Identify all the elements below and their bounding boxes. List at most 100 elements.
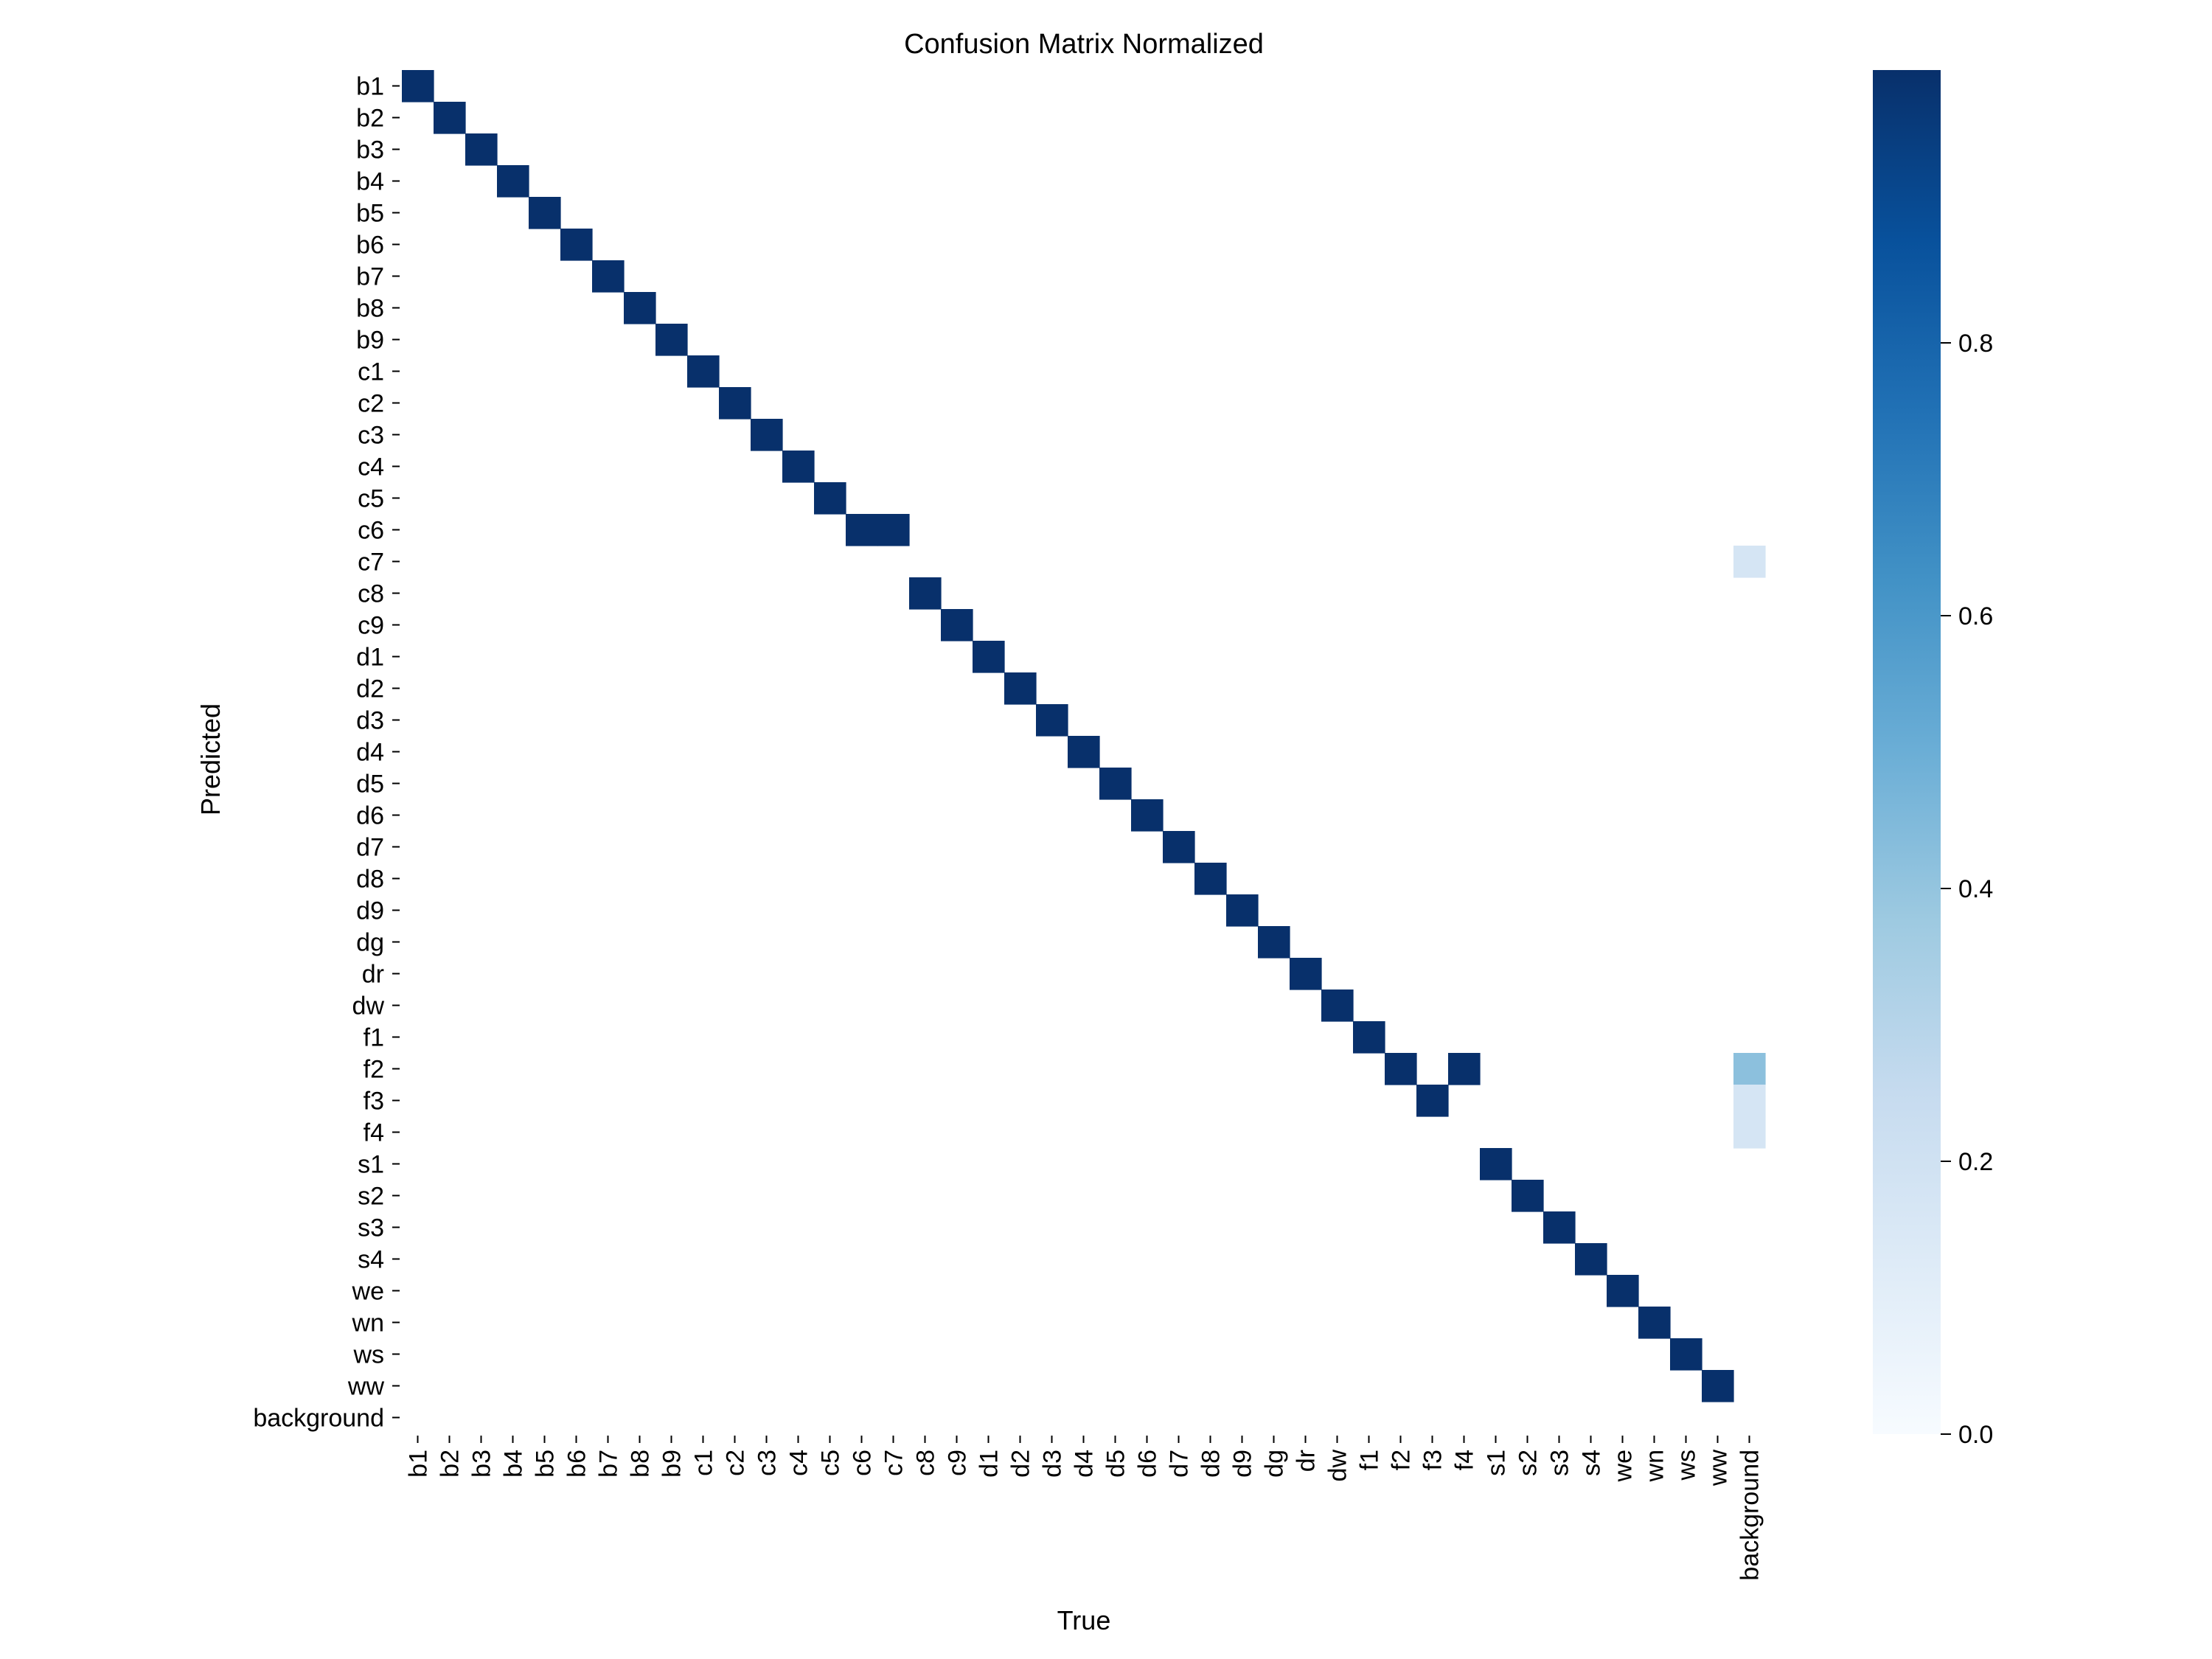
x-tick-label: b4: [500, 1450, 528, 1478]
x-tick-label: c5: [817, 1450, 845, 1476]
x-tick-label: d8: [1197, 1450, 1225, 1478]
x-tick-label: c1: [690, 1450, 718, 1476]
heatmap-cell-d1-d1: [973, 641, 1005, 673]
y-tick-label: c7: [358, 549, 384, 577]
colorbar-tick-label: 0.4: [1958, 875, 1993, 903]
heatmap-cell-d9-d9: [1226, 894, 1259, 927]
heatmap-cell-c2-c2: [719, 387, 751, 420]
y-tick-label: we: [352, 1278, 384, 1306]
heatmap-cell-d6-d6: [1131, 799, 1164, 832]
y-tick-label: dw: [352, 992, 385, 1020]
x-tick-label: b5: [532, 1450, 560, 1478]
heatmap-cell-b8-b8: [624, 292, 656, 324]
x-tick-label: d2: [1007, 1450, 1035, 1478]
y-tick-label: c2: [358, 390, 384, 418]
heatmap-cell-s3-s3: [1543, 1211, 1576, 1244]
x-tick-label: d9: [1229, 1450, 1257, 1478]
y-tick-label: d8: [356, 866, 384, 894]
x-tick-label: c4: [785, 1450, 813, 1476]
colorbar-tick-label: 0.0: [1958, 1421, 1993, 1449]
x-tick-label: c3: [754, 1450, 782, 1476]
y-tick-label: f1: [364, 1024, 384, 1052]
heatmap-cell-d8-d8: [1194, 863, 1227, 895]
y-tick-label: d5: [356, 771, 384, 799]
x-tick-label: b2: [437, 1450, 465, 1478]
x-tick-label: s4: [1578, 1450, 1606, 1476]
heatmap-cell-c8-c8: [909, 577, 942, 610]
y-tick-label: c8: [358, 580, 384, 608]
x-tick-label: ww: [1705, 1450, 1733, 1487]
heatmap-cell-c7-background: [1733, 546, 1766, 578]
colorbar-ticks: 0.0 0.2 0.4 0.6 0.8: [1941, 330, 1993, 1449]
heatmap-cell-c6-c6: [846, 514, 878, 546]
chart-title: Confusion Matrix Normalized: [904, 29, 1264, 60]
y-tick-label: b6: [356, 232, 384, 260]
y-tick-label: background: [253, 1405, 384, 1433]
x-tick-label: we: [1610, 1450, 1638, 1482]
heatmap-cell-f2-f2: [1385, 1053, 1417, 1085]
x-tick-label: dw: [1324, 1450, 1352, 1482]
x-tick-label: d1: [975, 1450, 1004, 1478]
heatmap-cell-d3-d3: [1036, 704, 1068, 737]
x-tick-label: f1: [1356, 1450, 1384, 1470]
y-tick-label: ww: [347, 1373, 385, 1401]
colorbar-tick-label: 0.2: [1958, 1148, 1993, 1176]
y-tick-label: d7: [356, 834, 384, 862]
x-tick-label: c2: [722, 1450, 750, 1476]
heatmap-cell-c5-c5: [814, 482, 846, 515]
y-tick-label: d4: [356, 739, 384, 767]
heatmap-cell-s1-s1: [1480, 1148, 1512, 1180]
heatmap-cell-dg-dg: [1258, 926, 1290, 959]
x-tick-label: dg: [1261, 1450, 1289, 1478]
y-tick-label: b5: [356, 200, 384, 228]
x-tick-label: d5: [1102, 1450, 1130, 1478]
heatmap-cell-b5-b5: [529, 197, 561, 229]
x-tick-label: c8: [912, 1450, 940, 1476]
y-tick-label: wn: [352, 1310, 384, 1338]
y-tick-label: s2: [358, 1183, 384, 1211]
y-tick-label: b3: [356, 136, 384, 164]
colorbar-gradient: [1873, 70, 1941, 1434]
x-tick-label: b6: [563, 1450, 591, 1478]
y-tick-label: s4: [358, 1246, 384, 1274]
y-tick-label: dr: [362, 961, 384, 989]
colorbar: 0.0 0.2 0.4 0.6 0.8: [1873, 70, 1993, 1449]
heatmap-cell-d4-d4: [1068, 736, 1100, 768]
heatmap-cell-c1-c1: [687, 355, 720, 388]
x-tick-label: c9: [944, 1450, 972, 1476]
y-tick-label: b7: [356, 263, 384, 291]
heatmap-cell-b6-b6: [560, 229, 593, 261]
heatmap-cell-d2-d2: [1004, 672, 1037, 705]
x-tick-label: b8: [627, 1450, 655, 1478]
heatmap-cell-f2-background: [1733, 1053, 1766, 1085]
y-tick-label: s1: [358, 1151, 384, 1179]
x-tick-label: s1: [1483, 1450, 1511, 1476]
heatmap-cell-f4-background: [1733, 1116, 1766, 1149]
y-tick-label: c5: [358, 485, 384, 513]
x-tick-label: wn: [1641, 1450, 1669, 1482]
heatmap-cell-c3-c3: [751, 419, 783, 451]
y-tick-label: d6: [356, 802, 384, 830]
x-tick-label: d4: [1071, 1450, 1099, 1478]
heatmap-cell-f3-background: [1733, 1085, 1766, 1117]
heatmap-cell-d7-d7: [1163, 831, 1195, 863]
heatmap-cells: [402, 70, 1766, 1402]
heatmap-cell-b4-b4: [497, 165, 529, 198]
x-tick-label: d3: [1039, 1450, 1067, 1478]
x-tick-label: b3: [468, 1450, 496, 1478]
heatmap-cell-s4-s4: [1575, 1243, 1607, 1276]
y-tick-label: ws: [352, 1341, 384, 1369]
x-tick-label: s2: [1514, 1450, 1543, 1476]
y-tick-label: f2: [364, 1056, 384, 1084]
heatmap-cell-c4-c4: [782, 451, 815, 483]
x-tick-label: b1: [405, 1450, 433, 1478]
heatmap-cell-b3-b3: [465, 133, 498, 166]
y-tick-label: b2: [356, 105, 384, 133]
heatmap-cell-we-we: [1607, 1275, 1639, 1307]
heatmap-cell-c9-c9: [941, 609, 973, 641]
y-tick-label: c4: [358, 453, 384, 481]
heatmap-cell-dr-dr: [1290, 958, 1322, 990]
heatmap-cell-ww-ww: [1702, 1370, 1734, 1402]
heatmap-cell-c6-c7: [877, 514, 910, 546]
heatmap-cell-s2-s2: [1512, 1180, 1544, 1212]
